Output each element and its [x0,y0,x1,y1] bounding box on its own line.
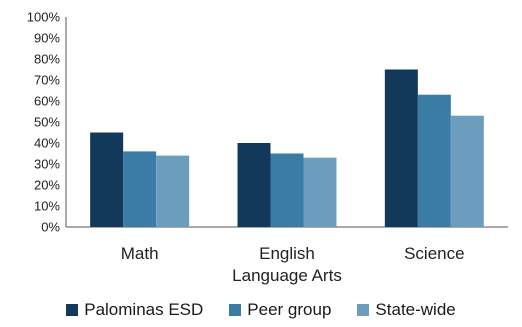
legend-swatch-1 [229,304,242,316]
y-tick-label: 20% [34,178,60,193]
y-tick-label: 40% [34,136,60,151]
bar [303,157,337,227]
bar [384,69,418,227]
y-tick-label: 50% [34,115,60,130]
y-tick-labels: 0% 10% 20% 30% 40% 50% 60% 70% 80% 90% 100% [27,10,61,235]
x-category-label: Math [121,244,159,263]
bar [90,132,124,227]
y-tick-label: 90% [34,31,60,46]
legend-swatch-2 [357,304,370,316]
legend: Palominas ESD Peer group State-wide [0,300,522,320]
bar-chart: 0% 10% 20% 30% 40% 50% 60% 70% 80% 90% 100% Math En… [27,10,508,285]
bar [156,155,190,227]
category-labels: Math English Language Arts Science [121,244,465,285]
bar [237,143,271,227]
legend-item-series-1: Peer group [229,300,331,320]
legend-item-series-0: Palominas ESD [66,300,203,320]
y-tick-label: 0% [41,220,60,235]
legend-label-1: Peer group [247,300,332,319]
legend-label-2: State-wide [375,300,456,319]
y-tick-label: 100% [27,10,61,25]
bar [123,151,157,227]
bar [450,115,484,227]
y-tick-label: 60% [34,94,60,109]
bar [270,153,304,227]
x-category-label: Science [404,244,464,263]
legend-label-0: Palominas ESD [84,300,204,319]
y-tick-label: 10% [34,199,60,214]
x-category-label: English Language Arts [232,244,342,285]
y-tick-label: 70% [34,73,60,88]
legend-swatch-0 [66,304,79,316]
legend-item-series-2: State-wide [357,300,456,320]
bars-group [90,69,484,227]
y-tick-label: 80% [34,52,60,67]
bar [417,94,451,227]
y-tick-label: 30% [34,157,60,172]
